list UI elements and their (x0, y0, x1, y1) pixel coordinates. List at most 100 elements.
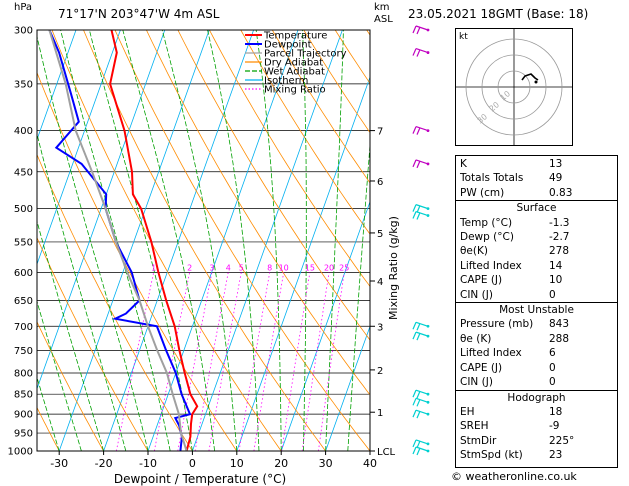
wet-adiabat-line (347, 140, 370, 451)
storm-motion-marker (534, 80, 538, 84)
wind-barb-flag (412, 398, 417, 406)
wind-barb-flag (412, 159, 417, 168)
wind-barb-flag (412, 25, 417, 34)
index-value: 843 (549, 318, 570, 331)
wind-barb-flag (416, 399, 421, 407)
wind-barb (415, 446, 429, 452)
legend-entry: Temperature (263, 31, 327, 42)
wind-barb-flag (416, 49, 421, 57)
index-label: EH (460, 405, 475, 418)
index-label: Dewp (°C) (460, 231, 514, 244)
wet-adiabat-line (325, 30, 344, 451)
indices-table: K 13 Totals Totals 49 PW (cm) 0.83 Surface Te… (455, 155, 618, 468)
dry-adiabat-line (37, 153, 193, 451)
wind-barb (415, 47, 429, 54)
most-unstable-title: Most Unstable (499, 304, 574, 317)
hodograph-section: Hodograph EH 18 SREH -9 StmDir 225° StmSpd (kt… (456, 389, 617, 463)
x-tick-label: 30 (319, 457, 333, 470)
wet-adiabat-line (60, 30, 171, 451)
mixing-ratio-label: 15 (305, 263, 315, 272)
km-tick-label: 2 (377, 366, 383, 377)
asl-unit: ASL (374, 14, 393, 25)
index-row: CAPE (J) 0 (456, 361, 617, 375)
hodograph-trace (521, 73, 539, 81)
isotherm-line (280, 200, 370, 451)
index-value: 23 (549, 449, 563, 462)
mixing-ratio-label: 8 (267, 263, 272, 272)
wind-barb-flag (416, 440, 421, 449)
wind-barb (415, 331, 429, 337)
pressure-tick-label: 800 (14, 368, 33, 379)
wind-barb-flag (416, 26, 421, 35)
x-tick-label: -30 (50, 457, 68, 470)
wind-barb-flag (412, 446, 417, 455)
mixing-ratio-label: 10 (279, 263, 289, 272)
index-value: 14 (549, 259, 563, 272)
isotherm-line (37, 30, 166, 390)
wind-station-dot (426, 28, 430, 32)
index-value: 0 (549, 288, 556, 301)
index-value: 6 (549, 347, 556, 360)
hodograph: kt 10 20 30 (455, 28, 573, 146)
wind-barb-flag (416, 390, 421, 399)
index-label: Totals Totals (460, 172, 524, 185)
station-location: 71°17'N 203°47'W 4m ASL (58, 7, 220, 21)
wind-station-dot (426, 449, 430, 453)
wind-station-dot (426, 207, 430, 211)
km-tick-label: 7 (377, 127, 383, 138)
index-row: PW (cm) 0.83 (456, 186, 617, 200)
wind-barb (415, 210, 429, 217)
wind-barb-flag (416, 160, 421, 169)
pressure-tick-label: 950 (14, 429, 33, 440)
index-label: CIN (J) (460, 288, 493, 301)
mixing-ratio-line (177, 272, 213, 451)
wind-barb-flag (412, 211, 417, 219)
index-label: StmSpd (kt) (460, 449, 523, 462)
isotherm-line (58, 30, 210, 451)
x-tick-label: 20 (274, 457, 288, 470)
hodograph-ring-20 (481, 54, 547, 120)
mixing-ratio-line (253, 272, 285, 451)
wind-barb (415, 389, 429, 395)
index-label: CAPE (J) (460, 274, 503, 287)
wind-barb-flag (412, 439, 417, 448)
legend-entry: Dewpoint (264, 40, 312, 51)
dry-adiabat-line (209, 30, 370, 288)
wind-barb-flag (412, 48, 417, 56)
wet-adiabat-line (207, 30, 260, 451)
index-value: 0 (549, 376, 556, 389)
pressure-tick-label: 450 (14, 167, 33, 178)
index-label: Lifted Index (460, 347, 522, 360)
copyright-footer[interactable]: © weatheronline.co.uk (451, 470, 577, 483)
dry-adiabat-line (37, 71, 238, 451)
temperature-profile (109, 30, 199, 451)
pressure-tick-label: 1000 (8, 447, 33, 458)
most-unstable-section: Most Unstable Pressure (mb) 843 θe (K) 288 L… (456, 302, 617, 389)
wind-barb (415, 397, 429, 403)
mixing-ratio-label: 3 (209, 263, 214, 272)
index-value: -2.7 (549, 231, 570, 244)
index-row: Totals Totals 49 (456, 171, 617, 185)
wind-barb (415, 439, 429, 445)
index-row: K 13 (456, 157, 617, 171)
mixing-ratio-line (208, 272, 242, 451)
dry-adiabat-line (146, 30, 370, 396)
wind-station-dot (426, 412, 430, 416)
mixing-ratio-label: 1 (151, 263, 156, 272)
wind-barb-flag (416, 323, 421, 331)
wind-barb-flag (412, 204, 417, 212)
index-row: CIN (J) 0 (456, 375, 617, 389)
wind-barb (415, 25, 429, 31)
km-unit: km (374, 2, 390, 13)
indices-top: K 13 Totals Totals 49 PW (cm) 0.83 (456, 156, 617, 200)
wind-barb-flag (416, 127, 421, 135)
parcel-trajectory-profile (48, 30, 188, 451)
index-row: θe(K) 278 (456, 244, 617, 258)
dewpoint-profile (48, 30, 192, 451)
index-value: 13 (549, 158, 563, 170)
wet-adiabat-line (37, 299, 82, 451)
legend-entry: Parcel Trajectory (264, 49, 347, 60)
wind-barb (415, 126, 429, 132)
mixing-ratio-axis-title: Mixing Ratio (g/kg) (387, 216, 400, 320)
index-label: K (460, 158, 467, 170)
